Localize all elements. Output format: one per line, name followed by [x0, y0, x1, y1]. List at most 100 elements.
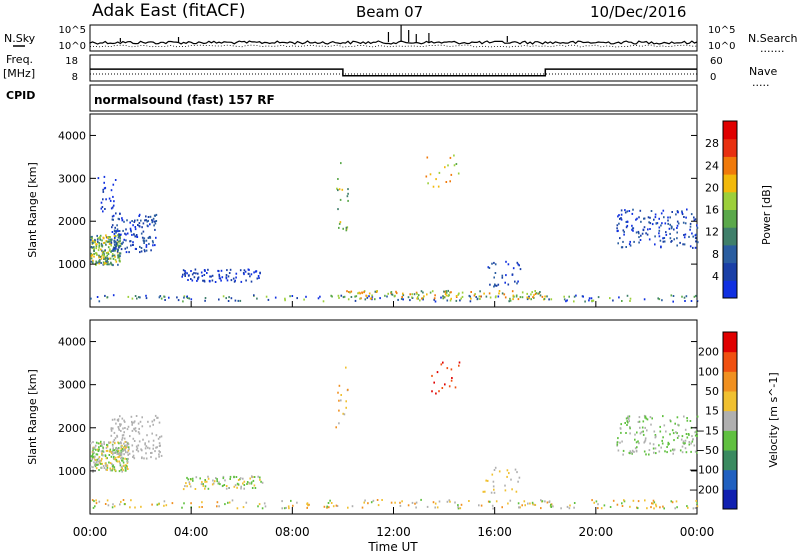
power-point — [689, 228, 691, 231]
power-point — [693, 216, 695, 219]
power-point — [528, 297, 531, 300]
velocity-point — [123, 442, 125, 445]
power-point — [493, 285, 495, 288]
power-point — [495, 295, 497, 298]
velocity-point — [671, 429, 674, 432]
velocity-point — [104, 503, 107, 505]
velocity-point — [676, 416, 679, 419]
velocity-point — [600, 507, 603, 510]
power-point — [93, 249, 95, 252]
power-point — [677, 211, 679, 214]
power-point — [139, 296, 141, 299]
power-point — [514, 280, 516, 283]
velocity-point — [646, 418, 649, 421]
velocity-point — [100, 443, 103, 446]
power-point — [143, 242, 145, 244]
power-point — [679, 241, 681, 244]
power-point — [688, 235, 690, 238]
power-point — [423, 295, 425, 298]
velocity-point — [372, 499, 375, 502]
power-point — [114, 240, 117, 243]
velocity-point — [251, 487, 254, 489]
velocity-point — [263, 502, 266, 505]
velocity-point — [234, 484, 237, 487]
power-point — [119, 245, 121, 248]
velocity-point — [100, 440, 102, 443]
power-point — [612, 299, 614, 302]
velocity-point — [248, 482, 251, 485]
velocity-point — [98, 448, 100, 451]
freq-series — [90, 68, 697, 77]
power-point — [130, 230, 132, 233]
velocity-point — [183, 502, 185, 505]
velocity-point — [650, 423, 652, 426]
power-point — [93, 248, 95, 250]
power-point — [118, 233, 120, 236]
velocity-point — [662, 505, 664, 508]
velocity-point — [130, 499, 132, 502]
velocity-point — [94, 446, 96, 449]
power-point — [158, 296, 161, 299]
velocity-point — [117, 456, 119, 459]
velocity-point — [696, 451, 698, 454]
power-point — [107, 253, 110, 255]
power-point — [187, 279, 189, 281]
velocity-point — [110, 452, 113, 454]
velocity-point — [211, 483, 214, 486]
power-point — [636, 217, 638, 220]
power-point — [145, 215, 147, 218]
power-point — [503, 293, 506, 296]
power-point — [543, 298, 546, 300]
velocity-point — [96, 463, 98, 466]
power-point — [101, 249, 103, 252]
velocity-colorbar-label: Velocity [m s^-1] — [767, 372, 780, 467]
power-point — [93, 253, 95, 255]
power-point — [402, 298, 404, 301]
velocity-point — [438, 390, 440, 393]
power-point — [110, 238, 112, 241]
velocity-point — [236, 507, 239, 510]
velocity-point — [117, 449, 120, 452]
velocity-point — [345, 400, 347, 403]
power-point — [489, 296, 492, 299]
power-point — [103, 257, 105, 260]
power-point — [90, 236, 92, 239]
velocity-point — [120, 453, 122, 456]
power-point — [426, 156, 429, 159]
power-point — [256, 297, 258, 300]
power-point — [147, 216, 150, 218]
velocity-point — [653, 430, 656, 433]
velocity-point — [684, 428, 687, 431]
power-point — [694, 218, 697, 221]
velocity-point — [493, 491, 496, 494]
velocity-point — [121, 436, 124, 439]
noise-panel-frame — [89, 24, 698, 52]
power-point — [642, 229, 645, 232]
velocity-point — [688, 433, 690, 436]
velocity-colorbar-tick: 50 — [705, 385, 719, 398]
velocity-point — [494, 466, 497, 469]
mode-text: normalsound (fast) 157 RF — [94, 93, 275, 107]
power-point — [422, 297, 424, 300]
velocity-point — [694, 434, 697, 437]
velocity-point — [128, 448, 130, 451]
velocity-point — [338, 422, 340, 425]
power-point — [511, 290, 514, 293]
power-point — [117, 217, 120, 220]
velocity-point — [157, 437, 160, 440]
velocity-point — [102, 446, 104, 449]
power-point — [347, 188, 349, 191]
power-point — [341, 188, 344, 191]
velocity-point — [118, 428, 120, 431]
velocity-point — [94, 458, 96, 461]
power-point — [91, 253, 94, 256]
power-point — [355, 295, 358, 298]
power-point — [101, 245, 104, 248]
velocity-point — [674, 422, 676, 425]
power-point — [400, 297, 403, 300]
power-point — [226, 269, 228, 272]
velocity-point — [202, 484, 205, 487]
power-point — [176, 296, 178, 299]
power-point — [538, 292, 541, 295]
